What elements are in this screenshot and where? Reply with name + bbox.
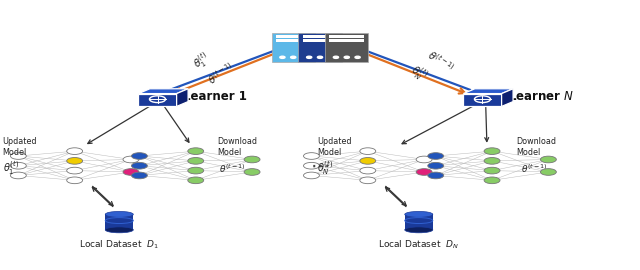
Circle shape [131,162,147,169]
Circle shape [188,167,204,174]
Circle shape [428,162,444,169]
Text: $\theta_N^{(t)}$: $\theta_N^{(t)}$ [407,62,431,85]
Polygon shape [463,94,502,106]
Text: Download
Model: Download Model [516,137,556,157]
Text: Local Dataset  $D_1$: Local Dataset $D_1$ [79,238,159,251]
Circle shape [317,56,323,58]
Circle shape [484,167,500,174]
Circle shape [67,167,83,174]
Circle shape [360,167,376,174]
Circle shape [188,157,204,164]
Circle shape [360,157,376,164]
FancyBboxPatch shape [330,35,364,38]
Text: $\cdots$: $\cdots$ [310,156,330,175]
Circle shape [307,56,312,58]
Circle shape [244,169,260,175]
Circle shape [484,177,500,184]
Circle shape [355,56,360,58]
Text: Learner 1: Learner 1 [183,90,247,103]
Text: $\theta_N^{(t)}$: $\theta_N^{(t)}$ [317,160,333,177]
Ellipse shape [105,227,133,233]
Text: $\theta^{(t-1)}$: $\theta^{(t-1)}$ [425,48,457,75]
FancyBboxPatch shape [303,35,337,38]
Text: $\theta_1^{(t)}$: $\theta_1^{(t)}$ [191,50,214,73]
Ellipse shape [105,211,133,217]
Text: $\theta^{(t-1)}$: $\theta^{(t-1)}$ [205,60,237,87]
Circle shape [301,56,307,58]
Text: Updated
Model: Updated Model [317,137,351,157]
Text: Download
Model: Download Model [217,137,257,157]
Polygon shape [138,94,177,106]
Ellipse shape [404,211,433,217]
Polygon shape [502,89,513,106]
Circle shape [540,156,556,163]
Polygon shape [463,89,513,94]
FancyBboxPatch shape [298,33,342,62]
Circle shape [360,177,376,184]
Circle shape [428,172,444,179]
Circle shape [10,153,26,159]
Polygon shape [105,214,133,230]
Polygon shape [138,89,188,94]
FancyBboxPatch shape [303,39,337,42]
Circle shape [333,56,339,58]
Circle shape [280,56,285,58]
Circle shape [67,148,83,154]
Text: Updated
Model: Updated Model [3,137,37,157]
Circle shape [67,177,83,184]
Circle shape [131,153,147,159]
Circle shape [10,162,26,169]
Text: Local Dataset  $D_N$: Local Dataset $D_N$ [378,238,459,251]
Text: Learner $N$: Learner $N$ [508,90,574,103]
FancyBboxPatch shape [271,33,315,62]
Circle shape [416,156,432,163]
Circle shape [244,156,260,163]
Circle shape [328,56,333,58]
Circle shape [188,177,204,184]
Circle shape [123,169,139,175]
Text: $\theta_1^{(t)}$: $\theta_1^{(t)}$ [3,160,19,177]
Circle shape [291,56,296,58]
Circle shape [10,172,26,179]
Circle shape [303,172,319,179]
Polygon shape [404,214,433,230]
Circle shape [484,148,500,154]
FancyBboxPatch shape [330,39,364,42]
Text: $\theta^{(t-1)}$: $\theta^{(t-1)}$ [220,162,246,175]
Polygon shape [177,89,188,106]
Circle shape [303,162,319,169]
Circle shape [416,169,432,175]
Circle shape [188,148,204,154]
Circle shape [540,169,556,175]
Text: $\theta^{(t-1)}$: $\theta^{(t-1)}$ [521,162,548,175]
Circle shape [67,157,83,164]
Circle shape [428,153,444,159]
Ellipse shape [404,227,433,233]
Circle shape [344,56,349,58]
Circle shape [360,148,376,154]
FancyBboxPatch shape [325,33,369,62]
FancyBboxPatch shape [276,39,310,42]
Circle shape [303,153,319,159]
Circle shape [131,172,147,179]
Circle shape [484,157,500,164]
FancyBboxPatch shape [276,35,310,38]
Circle shape [123,156,139,163]
